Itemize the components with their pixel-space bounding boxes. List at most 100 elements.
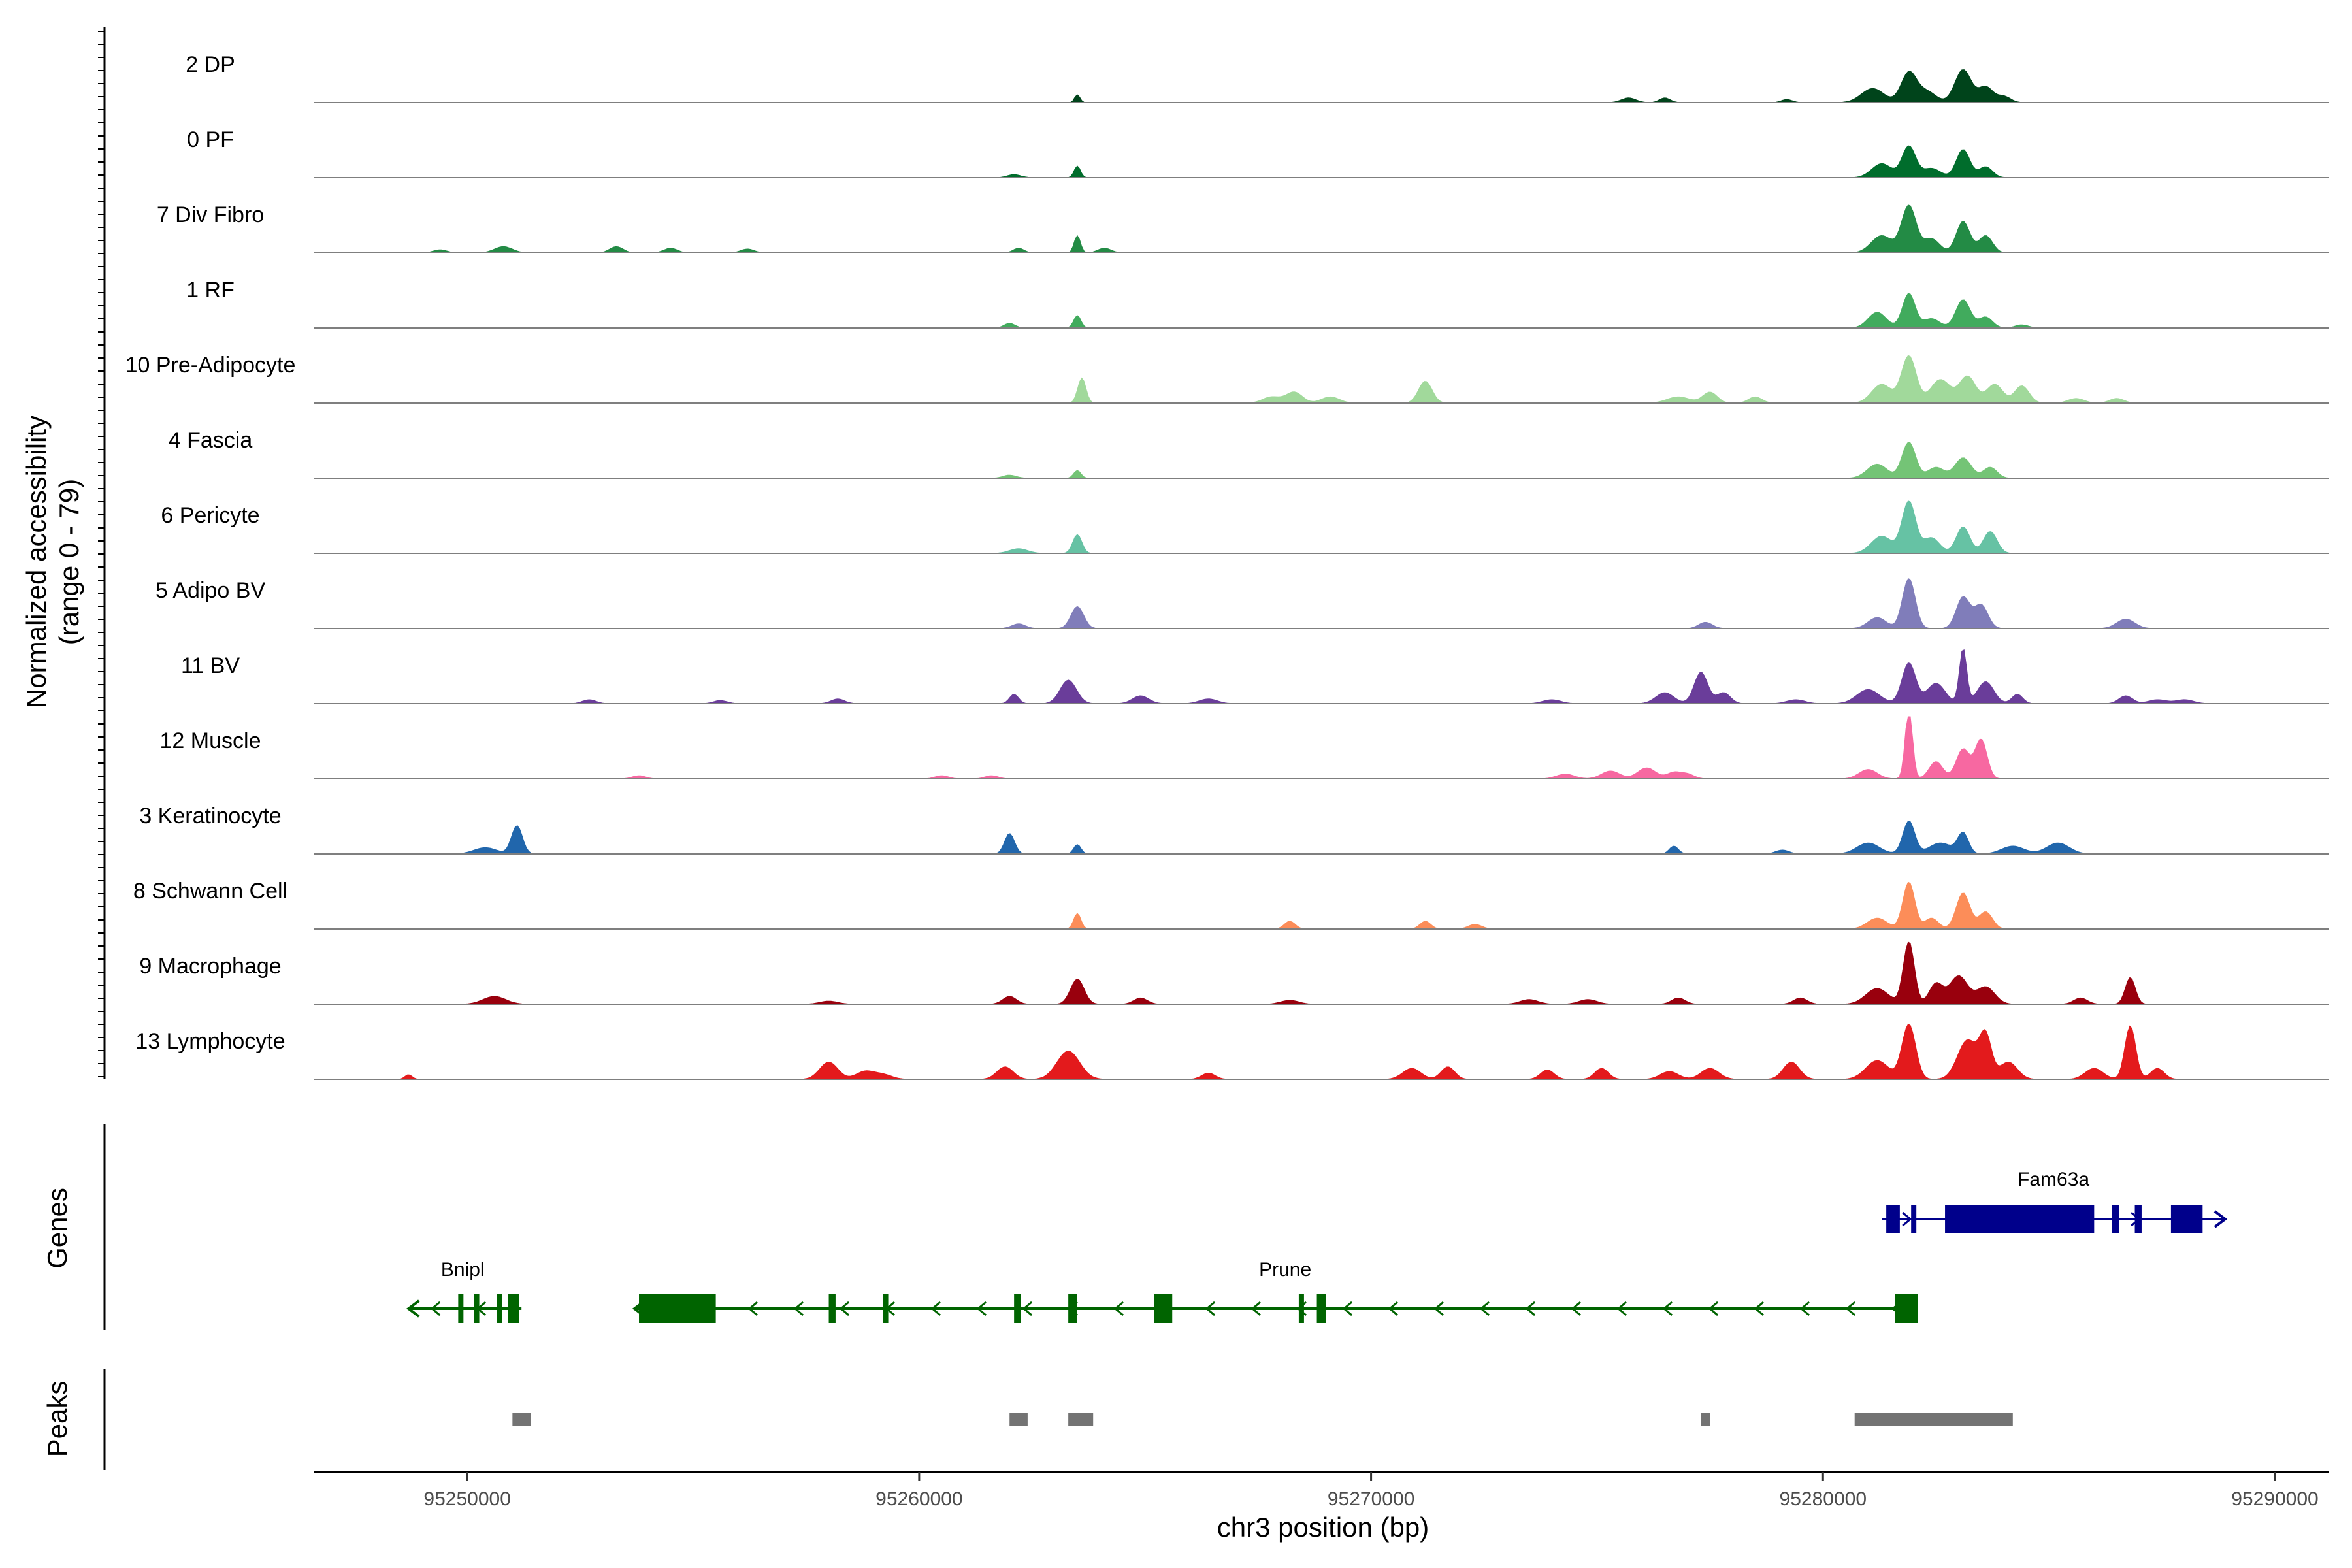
track-7-div-fibro: 7 Div Fibro (157, 203, 2329, 253)
strand-arrow (1388, 1301, 1399, 1316)
x-tick-label: 95270000 (1328, 1488, 1414, 1510)
x-tick-label: 95260000 (875, 1488, 962, 1510)
gene-exon (828, 1294, 836, 1323)
gene-exon (1945, 1205, 2095, 1233)
x-axis: 95250000 95260000 95270000 95280000 95290000… (314, 1471, 2329, 1543)
track-label: 12 Muscle (160, 728, 261, 753)
gene-exon (497, 1294, 502, 1323)
x-tick-label: 95250000 (423, 1488, 510, 1510)
gene-prune: Prune (632, 1259, 1918, 1323)
strand-arrow (1845, 1301, 1856, 1316)
gene-label: Prune (1259, 1259, 1311, 1281)
peak-regions (512, 1413, 2013, 1426)
strand-arrow (793, 1301, 804, 1316)
coverage-area (314, 293, 2329, 329)
strand-arrow (1525, 1301, 1536, 1316)
track-6-pericyte: 6 Pericyte (161, 500, 2329, 554)
x-tick-label: 95290000 (2231, 1488, 2318, 1510)
genes-panel-label: Genes (42, 1188, 73, 1269)
genes-panel: Genes Fam63a Bnipl Prune (42, 1124, 2228, 1330)
coverage-area (314, 821, 2329, 855)
strand-arrow (1902, 1211, 1912, 1227)
strand-arrow (930, 1301, 941, 1316)
gene-exon (2170, 1205, 2203, 1233)
gene-models: Fam63a Bnipl Prune (406, 1169, 2228, 1323)
gene-exon (1911, 1205, 1917, 1233)
coverage-y-axis (98, 27, 106, 1079)
gene-label: Bnipl (441, 1259, 485, 1281)
gene-exon (1895, 1294, 1918, 1323)
gene-exon (508, 1294, 519, 1323)
gene-exon (458, 1294, 464, 1323)
track-label: 9 Macrophage (139, 954, 281, 979)
y-axis-title: Normalized accessibility (21, 416, 52, 708)
coverage-area (314, 649, 2329, 704)
track-label: 1 RF (186, 278, 235, 302)
x-axis-title: chr3 position (bp) (1217, 1512, 1429, 1543)
peak-region (512, 1413, 531, 1426)
peak-region (1701, 1413, 1710, 1426)
coverage-area (314, 145, 2329, 178)
strand-arrow (1022, 1301, 1033, 1316)
gene-bnipl: Bnipl (406, 1259, 522, 1323)
gene-exon (639, 1294, 716, 1323)
strand-arrow (1616, 1301, 1627, 1316)
strand-arrow (1754, 1301, 1765, 1316)
gene-exon (1298, 1294, 1304, 1323)
strand-arrow (1250, 1301, 1262, 1316)
track-1-rf: 1 RF (186, 278, 2329, 329)
coverage-area (314, 500, 2329, 554)
strand-arrow (747, 1301, 759, 1316)
track-9-macrophage: 9 Macrophage (139, 941, 2329, 1005)
gene-label: Fam63a (2017, 1169, 2089, 1190)
track-label: 0 PF (187, 127, 234, 152)
coverage-area (314, 716, 2329, 779)
coverage-area (314, 204, 2329, 253)
track-label: 5 Adipo BV (155, 578, 266, 603)
track-13-lymphocyte: 13 Lymphocyte (135, 1023, 2329, 1080)
strand-arrow (1342, 1301, 1353, 1316)
coverage-area (314, 69, 2329, 103)
peak-region (1068, 1413, 1094, 1426)
track-3-keratinocyte: 3 Keratinocyte (139, 804, 2329, 855)
strand-arrow (839, 1301, 850, 1316)
track-0-pf: 0 PF (187, 127, 2329, 178)
strand-arrow (1479, 1301, 1490, 1316)
strand-arrow (1113, 1301, 1124, 1316)
gene-exon (2134, 1205, 2142, 1233)
coverage-area (314, 578, 2329, 629)
coverage-area (314, 355, 2329, 404)
coverage-area (314, 1023, 2329, 1080)
strand-arrow (430, 1301, 441, 1316)
gene-exon (1014, 1294, 1021, 1323)
peak-region (1009, 1413, 1028, 1426)
gene-exon (1886, 1205, 1900, 1233)
strand-arrow (1433, 1301, 1445, 1316)
track-4-fascia: 4 Fascia (169, 428, 2329, 479)
track-label: 13 Lymphocyte (135, 1029, 285, 1054)
track-label: 11 BV (181, 653, 240, 678)
coverage-area (314, 881, 2329, 930)
track-11-bv: 11 BV (181, 649, 2329, 704)
strand-arrow (1662, 1301, 1673, 1316)
track-label: 4 Fascia (169, 428, 253, 453)
strand-arrow (1205, 1301, 1216, 1316)
track-8-schwann-cell: 8 Schwann Cell (133, 879, 2329, 930)
strand-arrow (1571, 1301, 1582, 1316)
peaks-panel-label: Peaks (42, 1381, 73, 1458)
strand-arrow (2213, 1210, 2228, 1228)
gene-exon (1154, 1294, 1173, 1323)
gene-exon (474, 1294, 480, 1323)
track-label: 6 Pericyte (161, 503, 259, 528)
track-label: 8 Schwann Cell (133, 879, 287, 904)
gene-exon (883, 1294, 889, 1323)
coverage-area (314, 941, 2329, 1005)
peak-region (1854, 1413, 2013, 1426)
strand-arrow (1708, 1301, 1719, 1316)
track-5-adipo-bv: 5 Adipo BV (155, 578, 2329, 629)
gene-exon (2112, 1205, 2119, 1233)
track-label: 3 Keratinocyte (139, 804, 281, 828)
strand-arrow (406, 1299, 420, 1318)
gene-fam63a: Fam63a (1882, 1169, 2228, 1233)
